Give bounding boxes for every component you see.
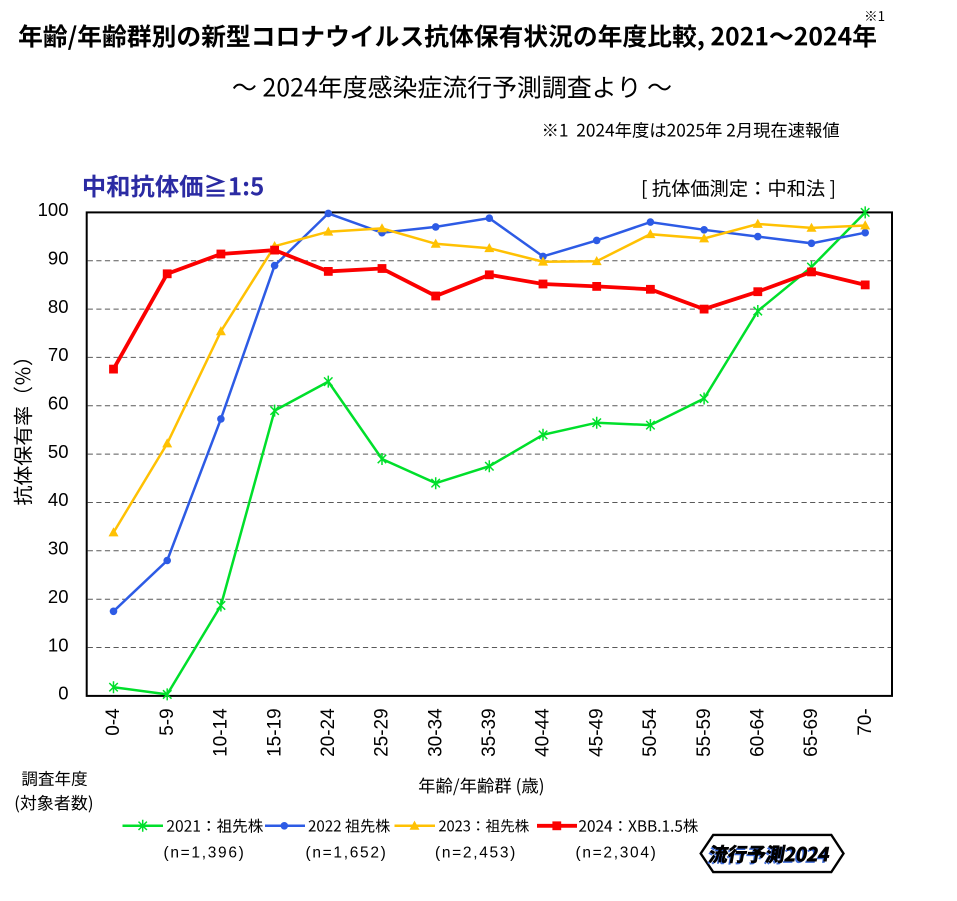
svg-text:(n=2,453): (n=2,453) [435, 845, 517, 862]
svg-text:(n=2,304): (n=2,304) [575, 845, 657, 862]
svg-text:(n=1,396): (n=1,396) [163, 845, 245, 862]
svg-text:10: 10 [48, 634, 69, 655]
svg-text:40-44: 40-44 [533, 708, 554, 757]
svg-text:80: 80 [48, 296, 69, 317]
svg-text:50-54: 50-54 [640, 708, 661, 757]
svg-text:20-24: 20-24 [318, 708, 339, 757]
svg-text:100: 100 [38, 199, 69, 220]
svg-text:50: 50 [48, 441, 69, 462]
svg-text:0: 0 [58, 683, 68, 704]
svg-text:45-49: 45-49 [586, 708, 607, 757]
svg-text:0-4: 0-4 [103, 708, 124, 736]
svg-text:20: 20 [48, 586, 69, 607]
svg-text:30: 30 [48, 538, 69, 559]
svg-text:5-9: 5-9 [157, 708, 178, 735]
svg-text:70: 70 [48, 344, 69, 365]
svg-text:40: 40 [48, 489, 69, 510]
svg-text:15-19: 15-19 [264, 708, 285, 757]
svg-text:35-39: 35-39 [479, 708, 500, 757]
svg-text:10-14: 10-14 [211, 708, 232, 757]
svg-text:(n=1,652): (n=1,652) [305, 845, 387, 862]
svg-text:55-59: 55-59 [694, 708, 715, 757]
svg-text:65-69: 65-69 [801, 708, 822, 757]
svg-text:60-64: 60-64 [748, 708, 769, 757]
svg-text:30-34: 30-34 [425, 708, 446, 757]
svg-text:60: 60 [48, 393, 69, 414]
svg-text:25-29: 25-29 [372, 708, 393, 757]
svg-text:70-: 70- [855, 708, 876, 735]
svg-text:90: 90 [48, 247, 69, 268]
